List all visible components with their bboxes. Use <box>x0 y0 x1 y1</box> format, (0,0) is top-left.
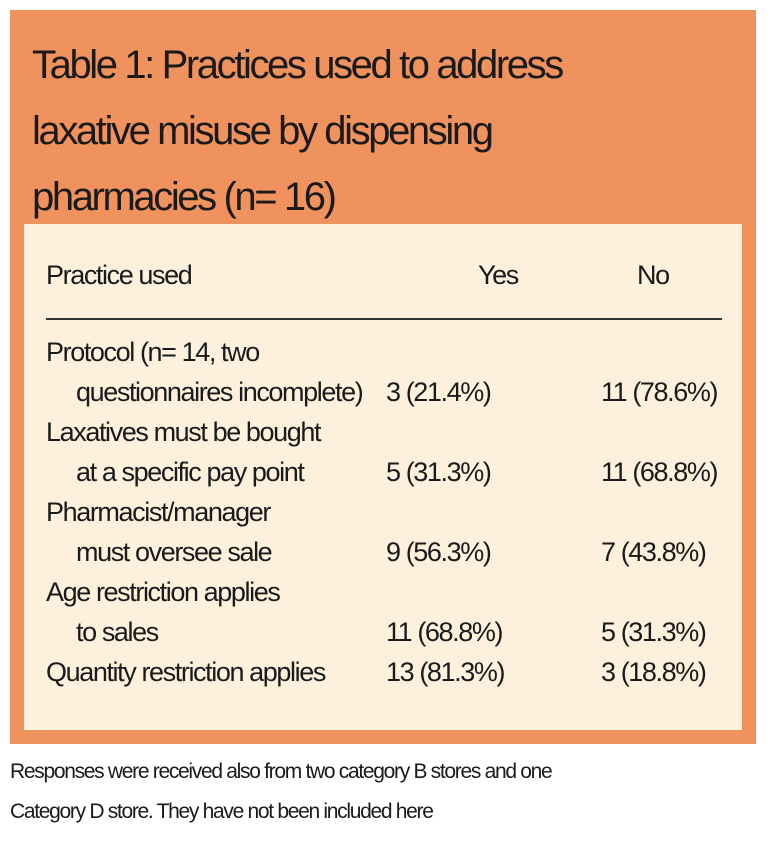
table-panel: Table 1: Practices used to address laxat… <box>10 10 756 744</box>
practice-cell: Age restriction applies to sales <box>46 572 386 652</box>
no-cell: 3 (18.8%) <box>601 657 707 687</box>
practice-line-2: must oversee sale <box>76 537 273 567</box>
yes-cell: 5 (31.3%) <box>386 457 492 487</box>
title-line-2: laxative misuse by dispensing <box>32 109 494 153</box>
yes-cell: 3 (21.4%) <box>386 377 492 407</box>
table-body-panel: Practice used Yes No Protocol (n= 14, tw… <box>24 224 742 730</box>
no-cell: 5 (31.3%) <box>601 617 707 647</box>
header-practice: Practice used <box>46 252 386 320</box>
yes-cell: 9 (56.3%) <box>386 537 492 567</box>
practices-table: Practice used Yes No Protocol (n= 14, tw… <box>46 252 722 692</box>
footnote-line-2: Category D store. They have not been inc… <box>10 800 434 823</box>
header-no: No <box>561 252 722 320</box>
no-cell: 11 (68.8%) <box>601 457 718 487</box>
practice-cell: Laxatives must be bought at a specific p… <box>46 412 386 492</box>
practice-line-1: Pharmacist/manager <box>46 497 271 527</box>
title-line-1: Table 1: Practices used to address <box>32 43 564 87</box>
practice-line-2: questionnaires incomplete) <box>76 377 364 407</box>
table-row: Protocol (n= 14, two questionnaires inco… <box>46 332 722 412</box>
footnote-line-1: Responses were received also from two ca… <box>10 760 553 783</box>
practice-cell: Pharmacist/manager must oversee sale <box>46 492 386 572</box>
practice-line-1: Laxatives must be bought <box>46 417 321 447</box>
yes-cell: 11 (68.8%) <box>386 617 503 647</box>
header-yes: Yes <box>386 252 561 320</box>
table-row: Quantity restriction applies 13 (81.3%) … <box>46 652 722 692</box>
table-row: Age restriction applies to sales 11 (68.… <box>46 572 722 652</box>
practice-cell: Protocol (n= 14, two questionnaires inco… <box>46 332 386 412</box>
table-title: Table 1: Practices used to address laxat… <box>32 32 732 230</box>
practice-line-1: Age restriction applies <box>46 577 281 607</box>
table-footnote: Responses were received also from two ca… <box>10 752 758 832</box>
table-row: Laxatives must be bought at a specific p… <box>46 412 722 492</box>
table-row: Pharmacist/manager must oversee sale 9 (… <box>46 492 722 572</box>
practice-line-2: at a specific pay point <box>76 457 305 487</box>
practice-line-1: Protocol (n= 14, two <box>46 337 260 367</box>
practice-line-1: Quantity restriction applies <box>46 657 326 687</box>
practice-cell: Quantity restriction applies <box>46 652 386 692</box>
table-header-row: Practice used Yes No <box>46 252 722 320</box>
practice-line-2: to sales <box>76 617 159 647</box>
yes-cell: 13 (81.3%) <box>386 657 505 687</box>
no-cell: 7 (43.8%) <box>601 537 707 567</box>
table-spacer <box>46 319 722 332</box>
no-cell: 11 (78.6%) <box>601 377 718 407</box>
title-line-3: pharmacies (n= 16) <box>32 175 337 219</box>
